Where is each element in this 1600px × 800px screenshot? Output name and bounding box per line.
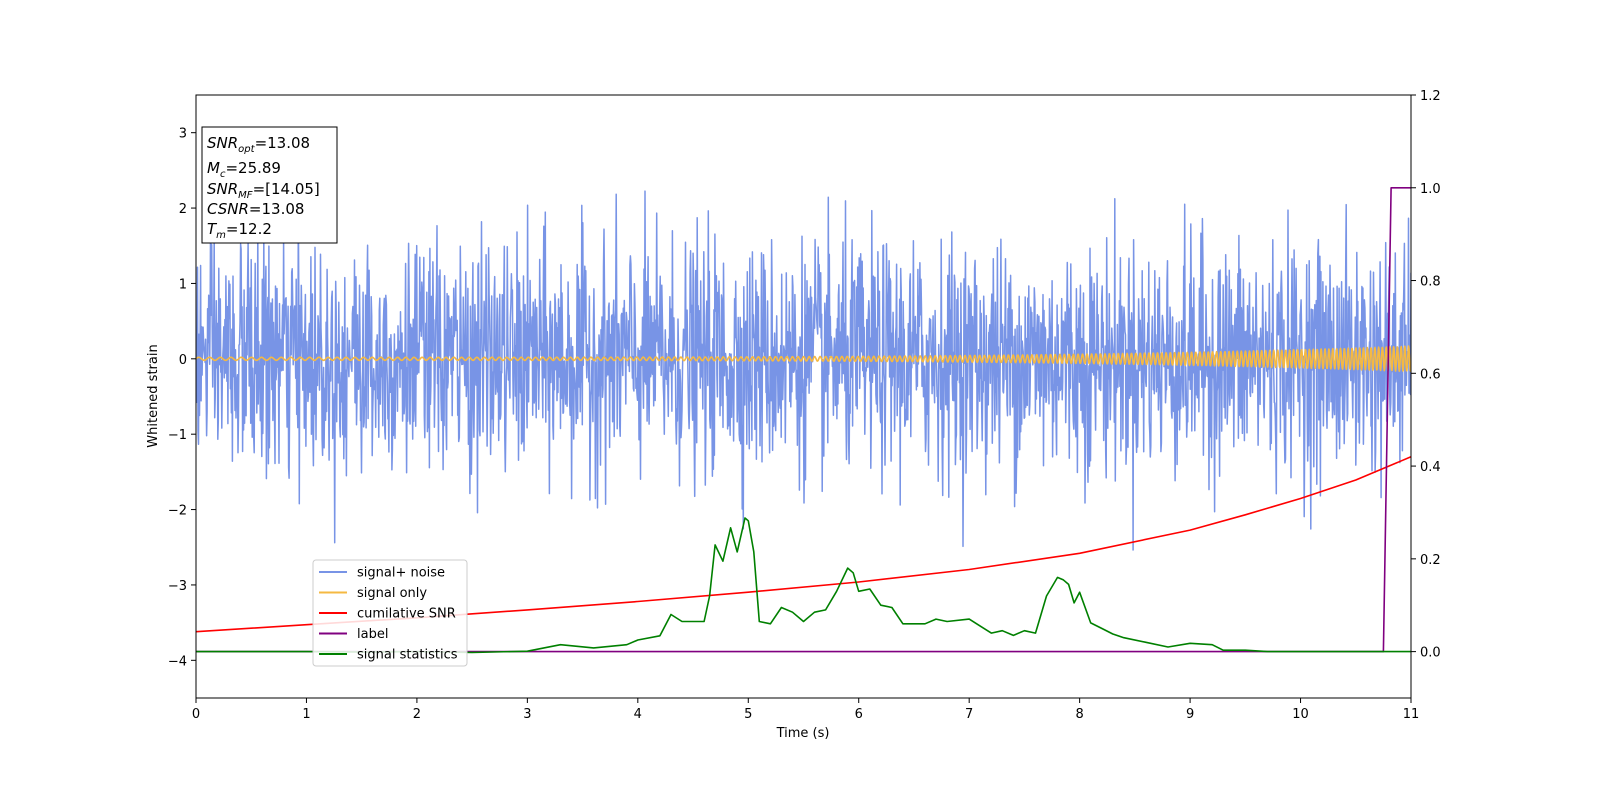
snr-opt-value: =13.08: [255, 134, 311, 152]
y2-tick-label: 1.2: [1420, 89, 1441, 104]
legend-label: cumilative SNR: [357, 607, 456, 622]
tm-sub: m: [216, 230, 226, 241]
y2-tick-label: 1.0: [1420, 182, 1441, 197]
y-tick-label: −1: [168, 428, 187, 443]
tm-value: =12.2: [226, 220, 272, 238]
y-tick-label: 3: [179, 127, 187, 142]
x-axis-label: Time (s): [776, 726, 830, 741]
x-tick-label: 4: [634, 707, 642, 722]
y-axis-right: 1.2 1.0 0.8 0.6 0.4 0.2 0.0: [1411, 89, 1441, 661]
x-tick-label: 11: [1403, 707, 1420, 722]
legend-frame: [312, 559, 468, 667]
csnr-text: CSNR=13.08: [207, 200, 304, 218]
y-tick-label: −4: [168, 654, 187, 669]
y-tick-label: −2: [168, 504, 187, 519]
snr-mf-base: SNR: [207, 180, 238, 198]
y2-tick-label: 0.8: [1420, 275, 1441, 290]
snr-opt-sub: opt: [238, 144, 255, 155]
x-tick-label: 9: [1186, 707, 1194, 722]
series-line-4: [196, 517, 1411, 654]
x-tick-label: 5: [744, 707, 752, 722]
y-tick-label: −3: [168, 579, 187, 594]
snr-mf-sub: MF: [238, 190, 253, 201]
legend-label: signal statistics: [357, 648, 458, 663]
snr-opt-base: SNR: [207, 134, 238, 152]
mc-text: Mc=25.89: [207, 159, 281, 180]
y-axis-label: Whitened strain: [146, 344, 161, 447]
x-tick-label: 0: [192, 707, 200, 722]
y-tick-label: 2: [179, 202, 187, 217]
series-line-3: [196, 187, 1411, 653]
mc-sub: c: [220, 169, 226, 180]
legend-label: signal+ noise: [357, 566, 445, 581]
snr-mf-value: =[14.05]: [253, 180, 320, 198]
tm-text: Tm=12.2: [207, 220, 272, 241]
x-tick-label: 7: [965, 707, 973, 722]
y-tick-label: 0: [179, 353, 187, 368]
x-tick-label: 8: [1075, 707, 1083, 722]
x-tick-label: 2: [413, 707, 421, 722]
mc-base: M: [207, 159, 220, 177]
x-tick-label: 10: [1292, 707, 1309, 722]
x-tick-label: 3: [523, 707, 531, 722]
y2-tick-label: 0.6: [1420, 367, 1441, 382]
csnr-value: =13.08: [249, 200, 305, 218]
snr-mf-text: SNRMF=[14.05]: [207, 180, 320, 201]
legend: signal+ noise signal only cumilative SNR la…: [312, 559, 468, 667]
x-tick-label: 1: [302, 707, 310, 722]
series-line-0: [196, 189, 1411, 551]
y-axis-left: 3 2 1 0 −1 −2 −3 −4: [168, 127, 196, 669]
y2-tick-label: 0.4: [1420, 460, 1441, 475]
legend-label: signal only: [357, 586, 427, 601]
y2-tick-label: 0.2: [1420, 553, 1441, 568]
stats-annotation-box: SNRopt=13.08 Mc=25.89 SNRMF=[14.05] CSNR…: [201, 126, 338, 244]
axes-frame: [195, 94, 1412, 699]
snr-opt-text: SNRopt=13.08: [207, 134, 310, 155]
y-tick-label: 1: [179, 277, 187, 292]
y2-tick-label: 0.0: [1420, 646, 1441, 661]
csnr-base: CSNR: [207, 200, 249, 218]
x-axis: 0 1 2 3 4 5 6 7 8 9 10 11: [192, 698, 1419, 722]
tm-base: T: [207, 220, 218, 238]
x-tick-label: 6: [855, 707, 863, 722]
stats-box-frame: [201, 126, 338, 244]
legend-label: label: [357, 627, 388, 642]
mc-value: =25.89: [225, 159, 281, 177]
series-line-1: [196, 345, 1411, 372]
